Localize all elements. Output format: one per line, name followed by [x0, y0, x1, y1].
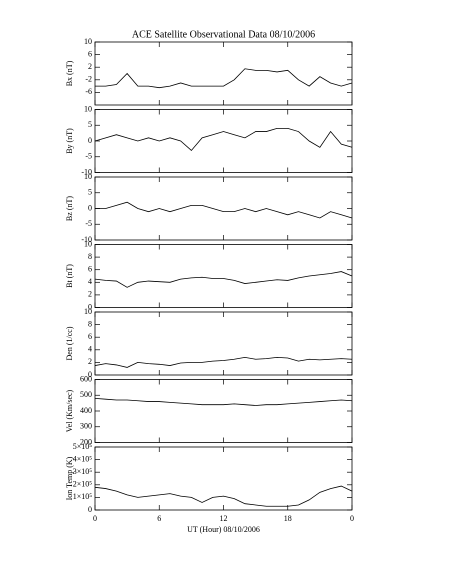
y-tick-label: 0	[88, 136, 92, 145]
y-tick-label: 2	[88, 62, 92, 71]
y-tick-label: 1×10⁵	[73, 492, 93, 501]
data-line	[95, 68, 353, 89]
y-tick-label: 4×10⁵	[73, 454, 93, 463]
y-axis-label: Bx (nT)	[65, 60, 74, 86]
y-tick-label: 400	[80, 406, 92, 415]
x-tick-label: 18	[284, 514, 292, 523]
y-tick-label: 10	[84, 307, 92, 316]
y-tick-label: 300	[80, 422, 92, 431]
panel-frame	[94, 109, 353, 173]
x-axis-label: UT (Hour) 08/10/2006	[187, 525, 260, 534]
y-tick-label: 5×10⁵	[73, 442, 93, 451]
y-tick-label: 2	[88, 290, 92, 299]
data-line	[94, 128, 353, 152]
y-tick-label: -5	[85, 152, 92, 161]
y-tick-label: 5	[88, 188, 92, 197]
y-tick-label: -10	[81, 235, 92, 244]
panel-frame	[94, 311, 353, 376]
y-tick-label: 4	[88, 277, 92, 286]
y-tick-label: 10	[84, 37, 92, 46]
y-tick-label: 200	[80, 437, 92, 446]
y-tick-label: 0	[88, 505, 92, 514]
panel-frame	[94, 176, 353, 241]
y-tick-label: 3×10⁵	[73, 467, 93, 476]
y-tick-label: 6	[88, 332, 92, 341]
y-tick-label: 4	[88, 345, 92, 354]
y-tick-label: 8	[88, 319, 92, 328]
data-line	[94, 398, 353, 406]
y-tick-label: 600	[80, 374, 92, 383]
y-tick-label: 10	[84, 239, 92, 248]
data-line	[94, 271, 353, 288]
y-tick-label: 5	[88, 120, 92, 129]
data-line	[94, 356, 353, 368]
y-axis-label: Bz (nT)	[65, 196, 74, 221]
x-tick-label: 0	[93, 514, 97, 523]
panel-frame	[94, 379, 353, 443]
y-tick-label: 2×10⁵	[73, 480, 93, 489]
y-tick-label: 10	[84, 172, 92, 181]
y-tick-label: 10	[84, 104, 92, 113]
y-axis-label: Vel (Km/sec)	[65, 389, 74, 432]
chart-title: ACE Satellite Observational Data 08/10/2…	[132, 29, 315, 40]
y-tick-label: 0	[88, 302, 92, 311]
y-tick-label: 6	[88, 49, 92, 58]
y-tick-label: 8	[88, 252, 92, 261]
y-tick-label: 0	[88, 203, 92, 212]
data-line	[94, 485, 353, 507]
y-axis-label: By (nT)	[65, 128, 74, 154]
y-tick-label: -2	[85, 75, 92, 84]
panel-frame	[94, 244, 353, 308]
x-tick-label: 0	[350, 514, 354, 523]
y-axis-label: Bt (nT)	[65, 264, 74, 288]
y-axis-label: Den (1/cc)	[65, 326, 74, 360]
y-tick-label: -5	[85, 219, 92, 228]
y-tick-label: 0	[88, 370, 92, 379]
panel-frame	[94, 41, 353, 106]
y-tick-label: -10	[81, 167, 92, 176]
panel-frame	[94, 446, 353, 511]
y-tick-label: 6	[88, 265, 92, 274]
y-axis-label: Ion Temp (K)	[65, 456, 74, 500]
y-tick-label: -6	[85, 87, 92, 96]
x-tick-label: 12	[220, 514, 228, 523]
y-tick-label: 2	[88, 357, 92, 366]
y-tick-label: 500	[80, 390, 92, 399]
x-tick-label: 6	[157, 514, 161, 523]
data-line	[95, 201, 353, 219]
